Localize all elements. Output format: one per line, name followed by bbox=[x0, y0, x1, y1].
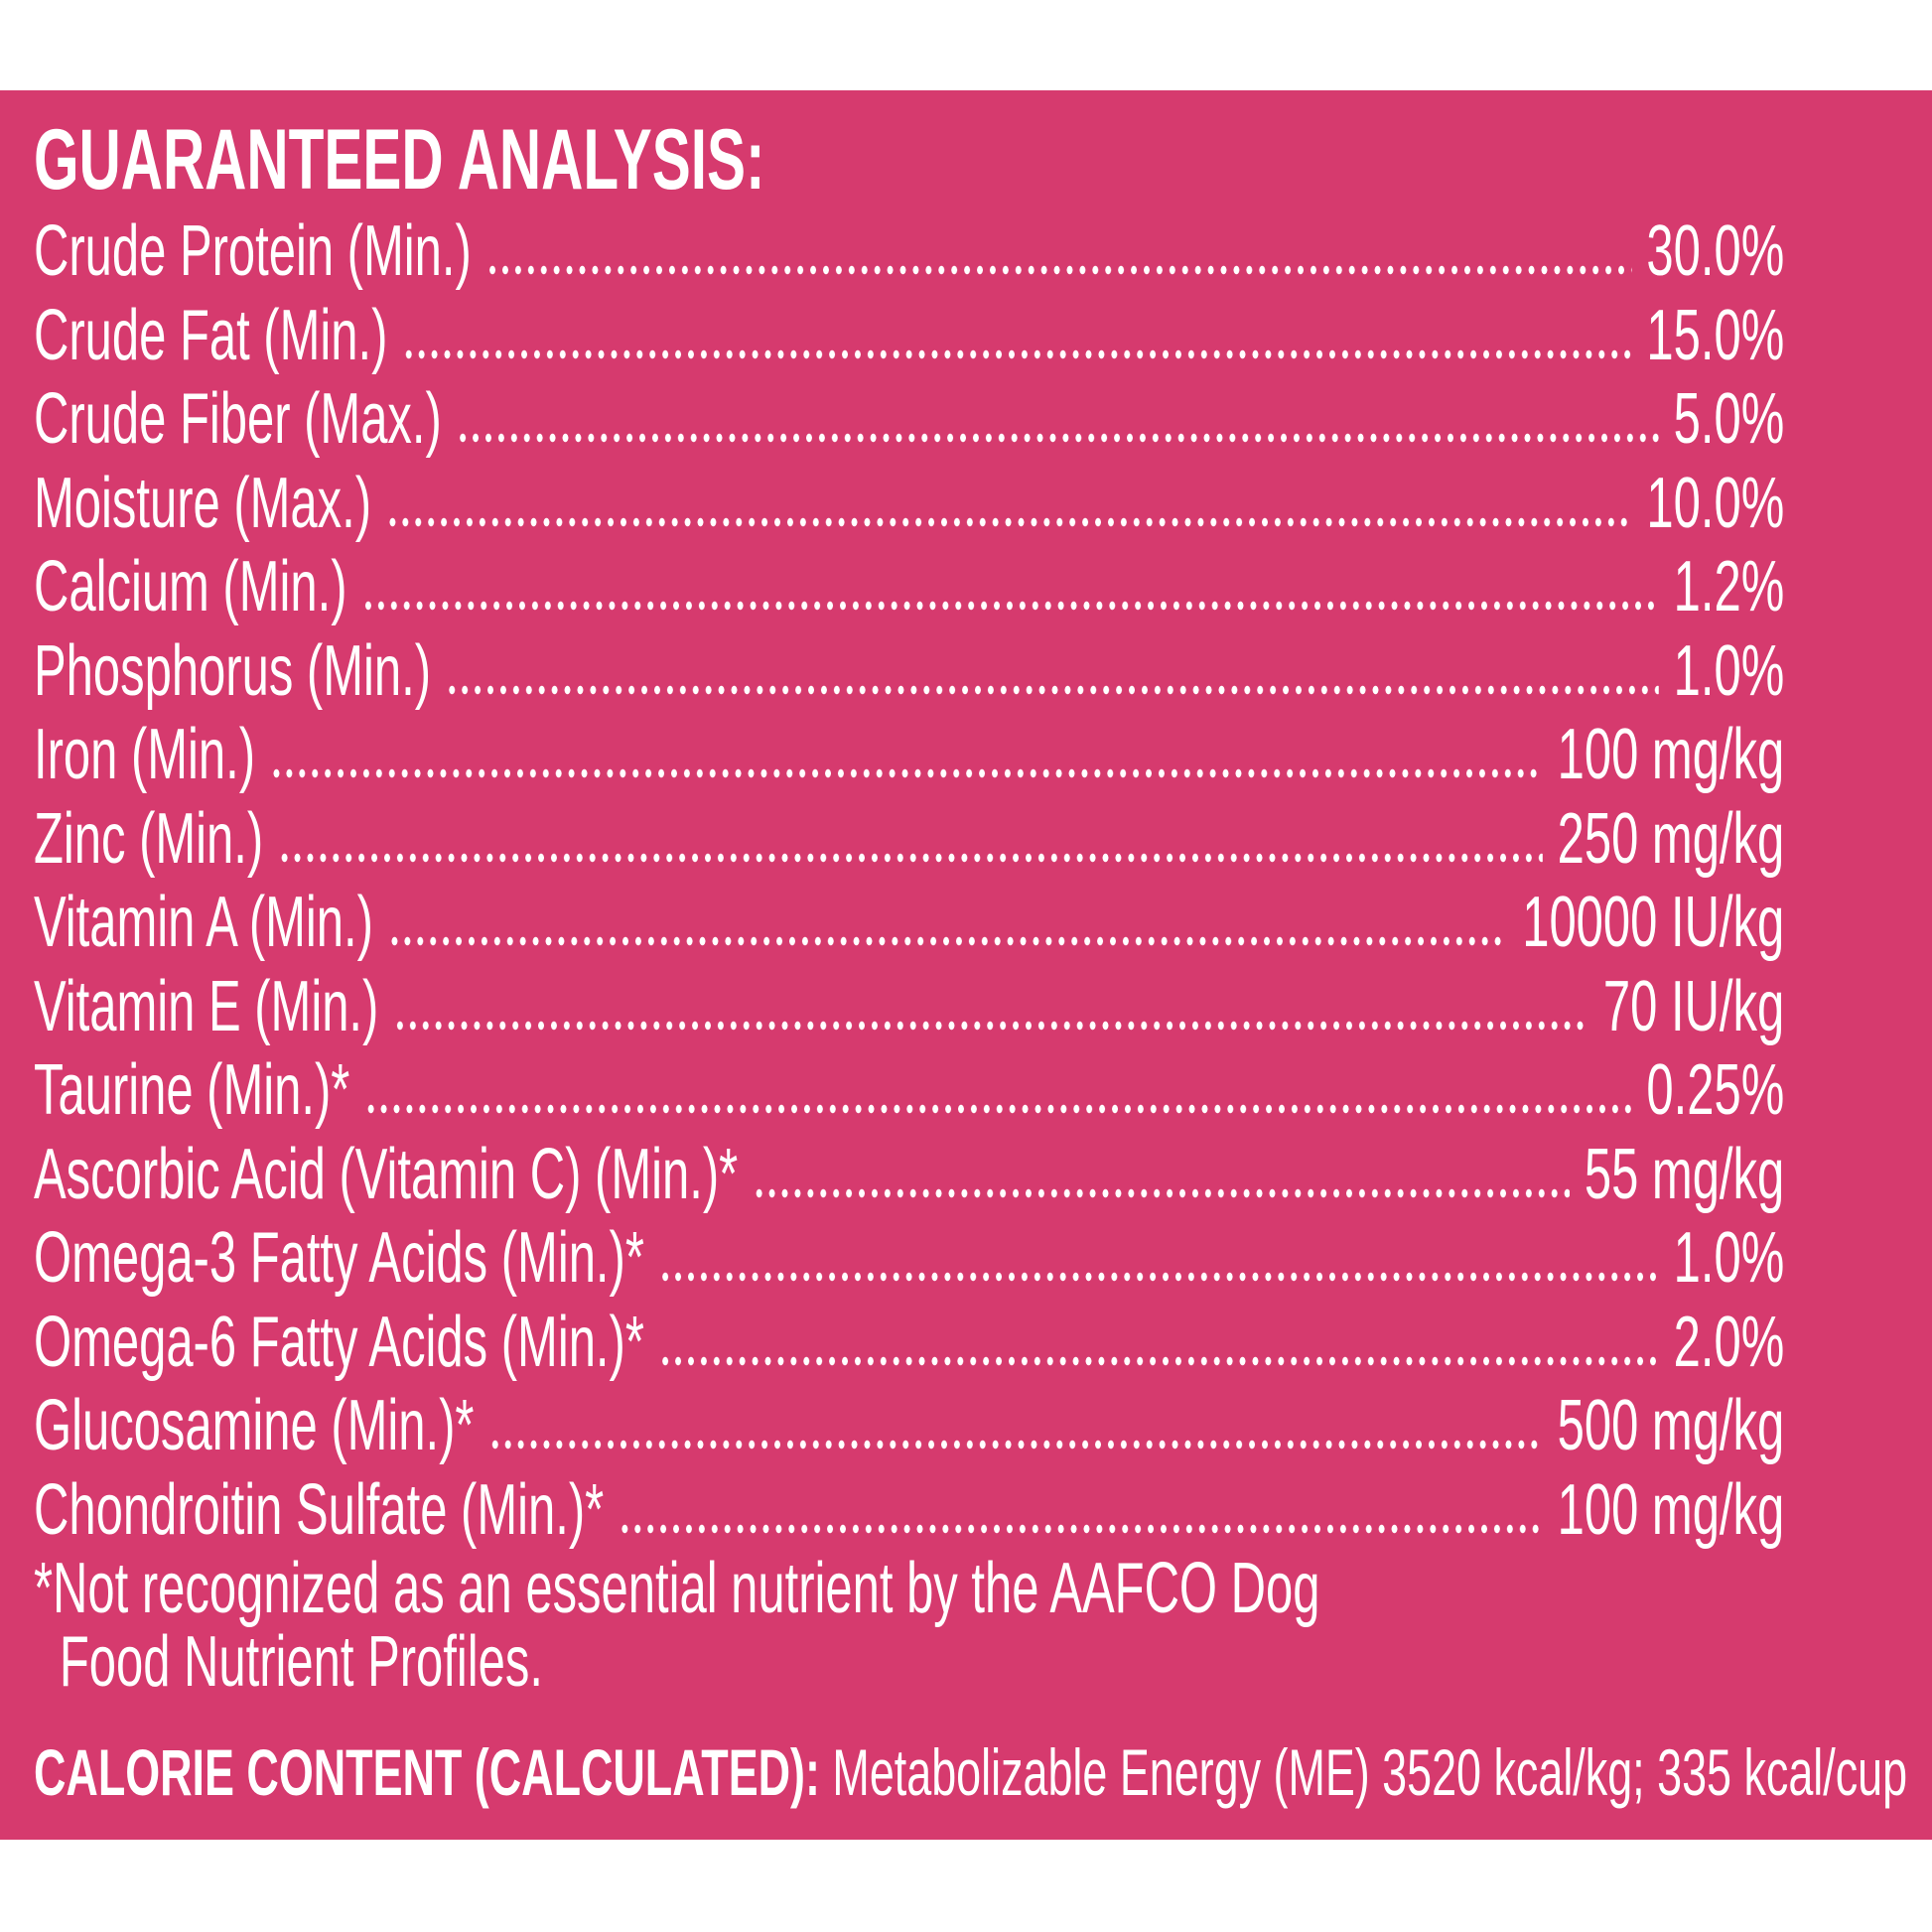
nutrient-label: Vitamin A (Min.) bbox=[34, 883, 373, 962]
nutrient-label: Zinc (Min.) bbox=[34, 798, 264, 879]
calorie-text: Metabolizable Energy (ME) 3520 kcal/kg; … bbox=[832, 1735, 1908, 1809]
analysis-row: Omega-6 Fatty Acids (Min.)* 2.0% bbox=[34, 1301, 1784, 1385]
analysis-row: Crude Protein (Min.) 30.0% bbox=[34, 209, 1784, 294]
dot-leader bbox=[619, 1523, 1543, 1534]
dot-leader bbox=[361, 601, 1659, 611]
dot-leader bbox=[402, 348, 1632, 359]
nutrient-value: 100 mg/kg bbox=[1557, 715, 1785, 794]
footnote: *Not recognized as an essential nutrient… bbox=[34, 1552, 1784, 1699]
footnote-line: Food Nutrient Profiles. bbox=[59, 1622, 543, 1702]
nutrient-value: 15.0% bbox=[1646, 295, 1785, 375]
analysis-row: Calcium (Min.) 1.2% bbox=[34, 545, 1784, 629]
dot-leader bbox=[658, 1272, 1659, 1282]
analysis-row: Vitamin E (Min.) 70 IU/kg bbox=[34, 965, 1784, 1049]
nutrient-label: Phosphorus (Min.) bbox=[34, 630, 431, 711]
dot-leader bbox=[485, 265, 1632, 275]
nutrient-label: Ascorbic Acid (Vitamin C) (Min.)* bbox=[34, 1134, 739, 1214]
nutrient-value: 100 mg/kg bbox=[1557, 1469, 1785, 1550]
nutrient-label: Crude Protein (Min.) bbox=[34, 211, 472, 291]
analysis-row: Ascorbic Acid (Vitamin C) (Min.)* 55 mg/k… bbox=[34, 1133, 1784, 1217]
analysis-row: Phosphorus (Min.) 1.0% bbox=[34, 629, 1784, 714]
dot-leader bbox=[393, 1020, 1588, 1031]
dot-leader bbox=[387, 936, 1508, 946]
nutrient-label: Omega-6 Fatty Acids (Min.)* bbox=[34, 1302, 644, 1382]
dot-leader bbox=[364, 1104, 1632, 1114]
analysis-row: Zinc (Min.) 250 mg/kg bbox=[34, 797, 1784, 882]
calorie-label: CALORIE CONTENT (CALCULATED): bbox=[34, 1735, 820, 1809]
analysis-row: Crude Fiber (Max.) 5.0% bbox=[34, 377, 1784, 462]
nutrient-label: Crude Fat (Min.) bbox=[34, 295, 388, 375]
analysis-row: Chondroitin Sulfate (Min.)* 100 mg/kg bbox=[34, 1468, 1784, 1553]
nutrient-label: Glucosamine (Min.)* bbox=[34, 1386, 475, 1465]
nutrient-value: 55 mg/kg bbox=[1584, 1134, 1785, 1214]
nutrient-value: 10.0% bbox=[1646, 463, 1785, 543]
nutrient-label: Chondroitin Sulfate (Min.)* bbox=[34, 1469, 605, 1550]
nutrient-label: Moisture (Max.) bbox=[34, 463, 372, 543]
nutrient-value: 70 IU/kg bbox=[1602, 966, 1785, 1046]
nutrient-value: 1.0% bbox=[1673, 630, 1785, 711]
analysis-row: Vitamin A (Min.) 10000 IU/kg bbox=[34, 881, 1784, 965]
nutrient-label: Calcium (Min.) bbox=[34, 547, 347, 626]
nutrient-value: 1.2% bbox=[1673, 547, 1785, 626]
nutrient-value: 250 mg/kg bbox=[1557, 798, 1785, 879]
analysis-row: Crude Fat (Min.) 15.0% bbox=[34, 294, 1784, 378]
rows: Crude Protein (Min.) 30.0% Crude Fat (Min.… bbox=[34, 209, 1784, 1552]
title: GUARANTEED ANALYSIS: bbox=[34, 112, 765, 207]
nutrient-label: Crude Fiber (Max.) bbox=[34, 379, 442, 459]
label-panel: GUARANTEED ANALYSIS: Crude Protein (Min.… bbox=[0, 90, 1932, 1840]
footnote-line: *Not recognized as an essential nutrient… bbox=[34, 1549, 1320, 1628]
nutrient-label: Iron (Min.) bbox=[34, 715, 256, 794]
analysis: GUARANTEED ANALYSIS: Crude Protein (Min.… bbox=[34, 110, 1907, 1812]
nutrient-label: Vitamin E (Min.) bbox=[34, 966, 379, 1046]
dot-leader bbox=[445, 684, 1659, 695]
nutrient-value: 30.0% bbox=[1646, 211, 1785, 291]
analysis-row: Moisture (Max.) 10.0% bbox=[34, 462, 1784, 546]
analysis-row: Taurine (Min.)* 0.25% bbox=[34, 1048, 1784, 1133]
dot-leader bbox=[278, 852, 1543, 863]
nutrient-label: Omega-3 Fatty Acids (Min.)* bbox=[34, 1218, 644, 1298]
analysis-row: Glucosamine (Min.)* 500 mg/kg bbox=[34, 1384, 1784, 1468]
analysis-row: Iron (Min.) 100 mg/kg bbox=[34, 713, 1784, 797]
calorie-content: CALORIE CONTENT (CALCULATED): Metaboliza… bbox=[34, 1732, 1907, 1812]
nutrient-value: 0.25% bbox=[1646, 1050, 1785, 1130]
dot-leader bbox=[658, 1355, 1659, 1366]
dot-leader bbox=[488, 1440, 1543, 1449]
nutrient-value: 2.0% bbox=[1673, 1302, 1785, 1382]
nutrient-value: 5.0% bbox=[1673, 379, 1785, 459]
nutrient-label: Taurine (Min.)* bbox=[34, 1050, 350, 1130]
nutrient-value: 1.0% bbox=[1673, 1218, 1785, 1298]
dot-leader bbox=[270, 768, 1543, 778]
nutrient-value: 10000 IU/kg bbox=[1522, 883, 1785, 962]
analysis-row: Omega-3 Fatty Acids (Min.)* 1.0% bbox=[34, 1216, 1784, 1301]
dot-leader bbox=[753, 1187, 1570, 1198]
dot-leader bbox=[386, 516, 1632, 527]
dot-leader bbox=[456, 433, 1659, 443]
nutrient-value: 500 mg/kg bbox=[1557, 1386, 1785, 1465]
